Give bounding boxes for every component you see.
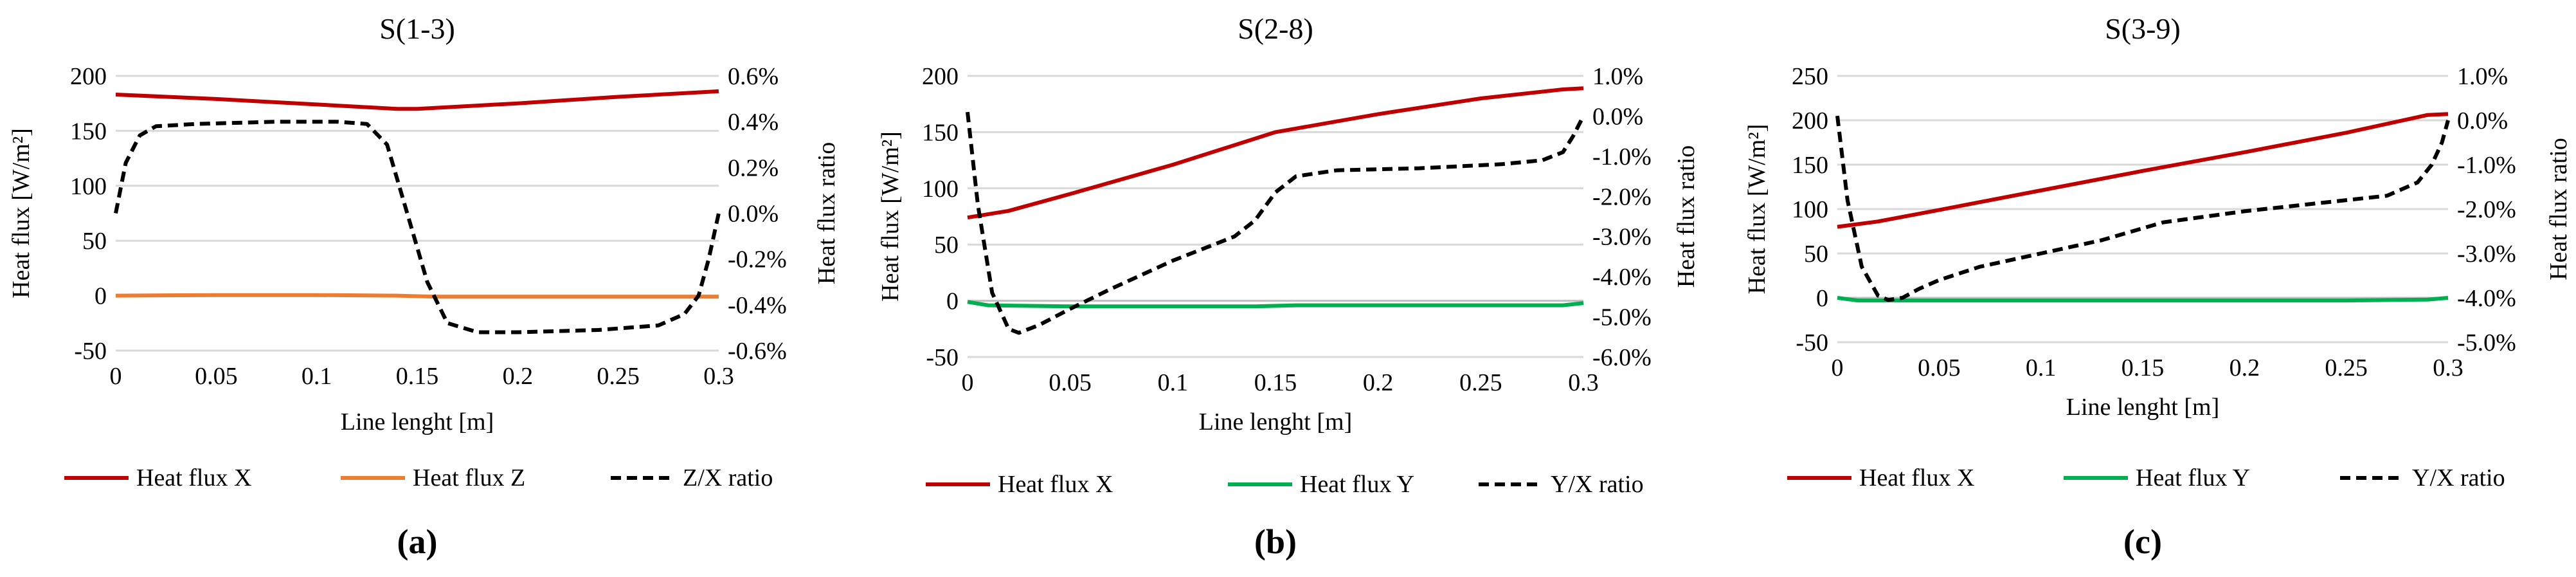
panel-label: (b) xyxy=(1254,522,1297,561)
series-line-heat-flux-y xyxy=(967,300,1584,309)
legend-label: Y/X ratio xyxy=(1551,471,1644,498)
y2-tick-label: -4.0% xyxy=(1592,264,1652,291)
x-tick-label: 0.05 xyxy=(1049,369,1092,396)
legend-label: Heat flux Y xyxy=(2136,464,2250,491)
series-line-heat-flux-x xyxy=(1837,112,2449,229)
y2-axis-title: Heat flux ratio xyxy=(813,142,840,285)
panel-label: (c) xyxy=(2123,522,2162,561)
y-tick-label: 0 xyxy=(95,283,107,310)
chart-panel-a: S(1-3)200150100500-500.6%0.4%0.2%0.0%-0.… xyxy=(8,12,840,561)
y2-tick-label: -0.2% xyxy=(728,246,787,273)
y-tick-label: -50 xyxy=(1796,329,1828,356)
y-tick-label: 150 xyxy=(922,119,959,146)
x-tick-label: 0.3 xyxy=(1568,369,1599,396)
chart-title: S(1-3) xyxy=(379,12,455,45)
x-axis-title: Line lenght [m] xyxy=(341,408,494,435)
x-tick-label: 0.05 xyxy=(195,363,238,390)
series-line-z-x-ratio xyxy=(114,120,721,334)
y2-tick-label: 0.6% xyxy=(728,63,779,90)
x-tick-label: 0.15 xyxy=(2121,354,2165,381)
y2-tick-label: 0.0% xyxy=(1592,103,1643,130)
y-tick-label: 100 xyxy=(70,173,107,200)
x-tick-label: 0.25 xyxy=(1459,369,1502,396)
x-tick-label: 0.25 xyxy=(597,363,640,390)
x-tick-label: 0.1 xyxy=(2026,354,2057,381)
y-axis-title: Heat flux [W/m²] xyxy=(8,128,35,298)
y2-tick-label: 0.2% xyxy=(728,154,779,181)
y-tick-label: 50 xyxy=(82,228,107,255)
y2-tick-label: -3.0% xyxy=(2457,241,2516,268)
x-tick-label: 0.2 xyxy=(503,363,534,390)
legend-label: Z/X ratio xyxy=(683,464,773,491)
x-tick-label: 0.2 xyxy=(2229,354,2260,381)
y2-tick-label: -0.6% xyxy=(728,338,787,365)
y2-tick-label: -1.0% xyxy=(2457,152,2516,179)
panel-label: (a) xyxy=(397,522,438,561)
y2-tick-label: -2.0% xyxy=(2457,196,2516,223)
y-tick-label: 50 xyxy=(1804,241,1828,268)
x-tick-label: 0.2 xyxy=(1363,369,1394,396)
y2-tick-label: -1.0% xyxy=(1592,143,1652,170)
x-tick-label: 0.3 xyxy=(703,363,734,390)
x-tick-label: 0 xyxy=(110,363,122,390)
y-tick-label: 150 xyxy=(70,118,107,145)
y2-tick-label: -5.0% xyxy=(2457,329,2516,356)
legend-label: Heat flux X xyxy=(998,471,1113,498)
x-axis-title: Line lenght [m] xyxy=(2066,394,2219,421)
x-tick-label: 0.25 xyxy=(2325,354,2368,381)
y2-tick-label: -2.0% xyxy=(1592,183,1652,210)
legend-label: Heat flux Z xyxy=(413,464,525,491)
y2-tick-label: 0.0% xyxy=(2457,107,2508,134)
x-tick-label: 0.3 xyxy=(2433,354,2463,381)
y-tick-label: 200 xyxy=(1792,107,1828,134)
x-tick-label: 0 xyxy=(1832,354,1844,381)
x-tick-label: 0.05 xyxy=(1918,354,1961,381)
x-tick-label: 0.15 xyxy=(1254,369,1297,396)
x-axis-title: Line lenght [m] xyxy=(1199,408,1352,435)
y2-tick-label: -5.0% xyxy=(1592,304,1652,331)
chart-panel-b: S(2-8)200150100500-501.0%0.0%-1.0%-2.0%-… xyxy=(877,12,1700,561)
y-tick-label: 200 xyxy=(922,63,959,90)
x-tick-label: 0 xyxy=(962,369,974,396)
chart-panel-c: S(3-9)250200150100500-501.0%0.0%-1.0%-2.… xyxy=(1743,12,2572,561)
series-line-heat-flux-x xyxy=(115,89,719,111)
y-tick-label: 0 xyxy=(1816,285,1828,312)
y-axis-title: Heat flux [W/m²] xyxy=(1743,124,1770,295)
y2-axis-title: Heat flux ratio xyxy=(1673,145,1700,288)
y2-tick-label: -6.0% xyxy=(1592,344,1652,371)
y2-tick-label: -3.0% xyxy=(1592,224,1652,251)
series-line-y-x-ratio xyxy=(966,111,1585,335)
y-tick-label: 100 xyxy=(922,176,959,203)
y-tick-label: 50 xyxy=(934,232,959,259)
y2-tick-label: 1.0% xyxy=(1592,63,1643,90)
chart-title: S(3-9) xyxy=(2105,12,2181,45)
y2-tick-label: -0.4% xyxy=(728,292,787,319)
legend-label: Heat flux Y xyxy=(1300,471,1414,498)
y-axis-title: Heat flux [W/m²] xyxy=(877,131,904,302)
y2-tick-label: 0.0% xyxy=(728,201,779,228)
legend-label: Y/X ratio xyxy=(2412,464,2505,491)
y2-tick-label: 0.4% xyxy=(728,109,779,136)
y2-tick-label: -4.0% xyxy=(2457,285,2516,312)
legend-label: Heat flux X xyxy=(136,464,251,491)
y-tick-label: -50 xyxy=(926,344,959,371)
series-line-heat-flux-x xyxy=(967,86,1584,220)
y-tick-label: 150 xyxy=(1792,152,1828,179)
y-tick-label: 0 xyxy=(946,288,959,315)
legend-label: Heat flux X xyxy=(1859,464,1974,491)
y-tick-label: -50 xyxy=(74,338,107,365)
x-tick-label: 0.1 xyxy=(302,363,332,390)
y2-tick-label: 1.0% xyxy=(2457,63,2508,90)
x-tick-label: 0.15 xyxy=(396,363,439,390)
y-tick-label: 250 xyxy=(1792,63,1828,90)
y-tick-label: 100 xyxy=(1792,196,1828,223)
chart-title: S(2-8) xyxy=(1238,12,1313,45)
series-line-heat-flux-z xyxy=(115,293,719,299)
y-tick-label: 200 xyxy=(70,63,107,90)
series-line-y-x-ratio xyxy=(1835,115,2450,302)
x-tick-label: 0.1 xyxy=(1158,369,1189,396)
y2-axis-title: Heat flux ratio xyxy=(2545,138,2572,280)
